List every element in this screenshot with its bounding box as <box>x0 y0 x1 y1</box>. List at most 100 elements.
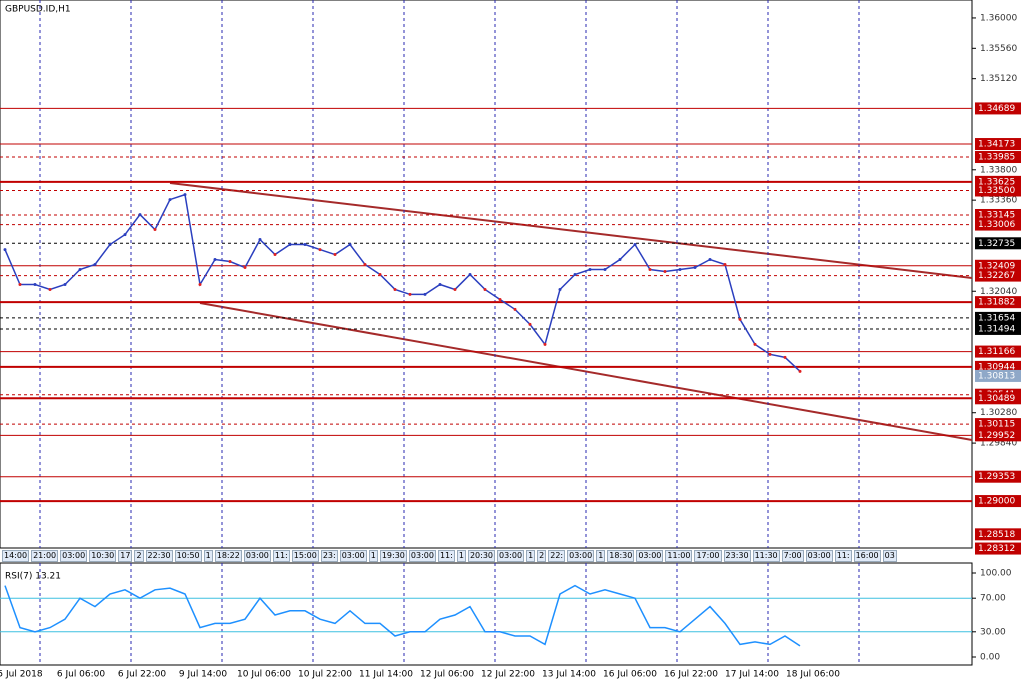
level-label-box <box>975 495 1021 508</box>
x-tick-label: 12 Jul 06:00 <box>420 670 474 680</box>
price-point <box>618 258 622 262</box>
level-label: 1.30813 <box>978 371 1015 381</box>
price-line <box>4 193 801 372</box>
y-tick-label: 1.33360 <box>980 196 1017 206</box>
time-mark: 03:00 <box>408 550 436 562</box>
price-point <box>48 287 52 291</box>
level-label-box <box>975 418 1021 431</box>
time-mark: 03:00 <box>636 550 664 562</box>
price-point <box>543 342 547 346</box>
rsi-line <box>4 584 801 647</box>
time-mark: 10:50 <box>174 550 202 562</box>
level-label: 1.29353 <box>978 472 1015 482</box>
level-label-box <box>975 322 1021 335</box>
price-point <box>63 282 67 286</box>
price-point <box>108 243 112 247</box>
price-point <box>123 233 127 237</box>
price-point <box>438 282 442 286</box>
level-label: 1.28518 <box>978 530 1015 540</box>
level-label-box <box>975 138 1021 151</box>
level-label-box <box>975 208 1021 221</box>
time-mark: 1 <box>368 550 378 562</box>
channel-lower <box>199 302 973 441</box>
price-point <box>258 238 262 242</box>
time-mark: 03 <box>882 550 897 562</box>
x-tick-label: 16 Jul 22:00 <box>664 670 718 680</box>
price-point <box>588 268 592 272</box>
x-tick-label: 6 Jul 22:00 <box>118 670 167 680</box>
x-tick-label: 12 Jul 22:00 <box>481 670 535 680</box>
time-mark: 11: <box>272 550 290 562</box>
time-mark: 14:00 <box>2 550 30 562</box>
x-tick-label: 16 Jul 06:00 <box>603 670 657 680</box>
price-point <box>153 228 157 232</box>
level-label-box <box>975 237 1021 250</box>
x-tick-label: 9 Jul 14:00 <box>179 670 228 680</box>
price-point <box>678 268 682 272</box>
time-mark: 03:00 <box>497 550 525 562</box>
level-label-box <box>975 259 1021 272</box>
level-label-box <box>975 542 1021 555</box>
level-label-box <box>975 369 1021 382</box>
level-label: 1.34689 <box>978 104 1015 114</box>
rsi-tick-label: 30.00 <box>980 627 1006 637</box>
level-label: 1.33145 <box>978 210 1015 220</box>
price-point <box>3 248 7 252</box>
time-mark: 2 <box>537 550 547 562</box>
price-point <box>423 292 427 296</box>
price-point <box>633 243 637 247</box>
level-label-box <box>975 151 1021 164</box>
level-label: 1.30489 <box>978 394 1015 404</box>
y-tick-label: 1.35120 <box>980 74 1017 84</box>
price-point <box>18 282 22 286</box>
level-label: 1.33625 <box>978 177 1015 187</box>
price-point <box>168 198 172 202</box>
price-point <box>78 268 82 272</box>
price-point <box>603 268 607 272</box>
price-point <box>753 342 757 346</box>
level-label-box <box>975 345 1021 358</box>
price-point <box>288 243 292 247</box>
level-label: 1.32409 <box>978 261 1015 271</box>
time-mark: 23:30 <box>723 550 751 562</box>
time-mark: 20:30 <box>467 550 495 562</box>
x-tick-label: 18 Jul 06:00 <box>786 670 840 680</box>
time-mark: 11: <box>834 550 852 562</box>
price-point <box>333 253 337 257</box>
price-point <box>558 287 562 291</box>
price-point <box>648 268 652 272</box>
x-tick-label: 5 Jul 2018 <box>0 670 43 680</box>
price-point <box>663 270 667 274</box>
time-mark: 7:00 <box>781 550 804 562</box>
x-tick-label: 10 Jul 22:00 <box>298 670 352 680</box>
level-label-box <box>975 470 1021 483</box>
time-mark: 11: <box>437 550 455 562</box>
x-tick-label: 17 Jul 14:00 <box>725 670 779 680</box>
price-point <box>243 266 247 270</box>
price-point <box>303 243 307 247</box>
rsi-tick-label: 100.00 <box>980 569 1012 579</box>
time-mark: 11:30 <box>752 550 780 562</box>
level-label: 1.29952 <box>978 431 1015 441</box>
level-label: 1.33500 <box>978 186 1015 196</box>
time-mark: 21:00 <box>31 550 59 562</box>
price-point <box>528 322 532 326</box>
x-tick-label: 13 Jul 14:00 <box>542 670 596 680</box>
time-mark: 16:00 <box>853 550 881 562</box>
level-label: 1.30944 <box>978 362 1015 372</box>
level-label-box <box>975 296 1021 309</box>
y-tick-label: 1.35560 <box>980 44 1017 54</box>
price-point <box>468 272 472 276</box>
price-point <box>198 282 202 286</box>
price-point <box>498 297 502 301</box>
price-point <box>738 317 742 321</box>
level-label: 1.29000 <box>978 497 1015 507</box>
level-label-box <box>975 429 1021 442</box>
time-mark: 23: <box>320 550 338 562</box>
time-mark: 03:00 <box>60 550 88 562</box>
time-mark: 18:22 <box>214 550 242 562</box>
price-point <box>213 258 217 262</box>
time-mark: 10:30 <box>89 550 117 562</box>
